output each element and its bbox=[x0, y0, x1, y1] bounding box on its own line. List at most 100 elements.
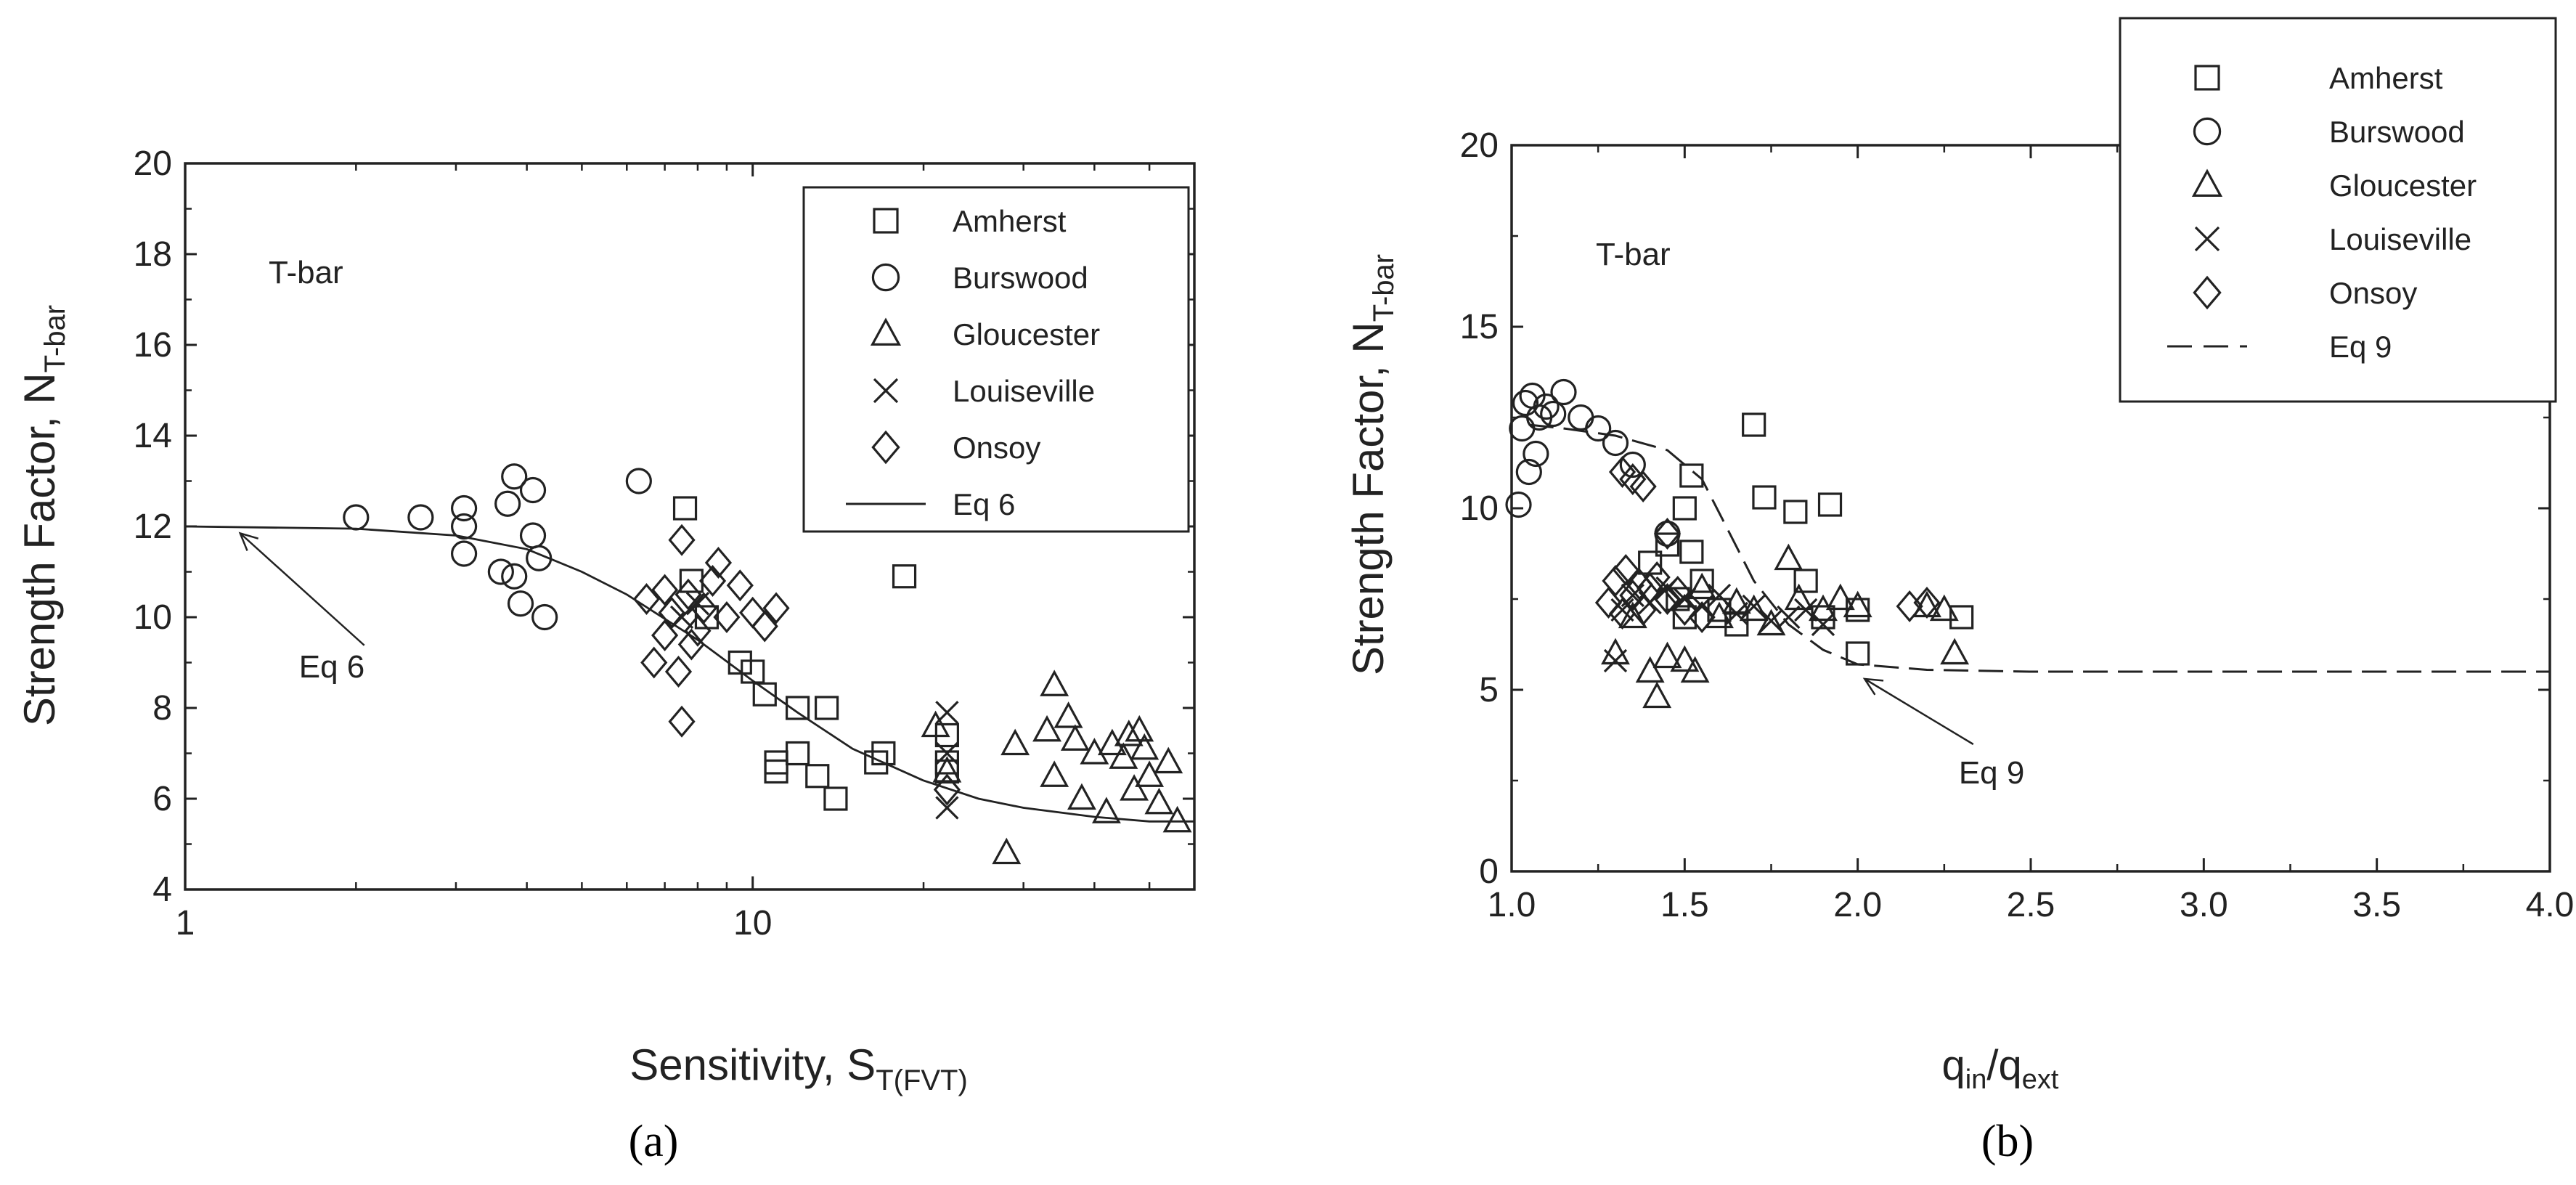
panel-b-xlabel-sub2: ext bbox=[2022, 1064, 2059, 1095]
data-point-gloucester bbox=[1784, 583, 1814, 611]
data-point-gloucester bbox=[1652, 641, 1682, 669]
data-point-gloucester bbox=[992, 837, 1022, 865]
data-point-burswood bbox=[1619, 451, 1646, 479]
legend-marker-onsoy bbox=[871, 430, 900, 465]
data-point-onsoy bbox=[762, 592, 790, 624]
data-point-louiseville bbox=[935, 796, 959, 820]
legend-label: Burswood bbox=[953, 261, 1088, 295]
legend-marker-burswood bbox=[871, 263, 900, 292]
data-point-louiseville bbox=[1777, 605, 1801, 630]
panel-b-xlabel-sub1: in bbox=[1965, 1064, 1987, 1095]
series-onsoy bbox=[1594, 456, 1941, 633]
data-point-louiseville bbox=[1794, 598, 1818, 622]
y-tick-label: 10 bbox=[134, 598, 172, 637]
series-gloucester bbox=[1601, 543, 1970, 709]
data-point-amherst bbox=[1742, 412, 1766, 437]
data-point-amherst bbox=[814, 696, 839, 720]
legend-marker-amherst bbox=[873, 208, 899, 234]
data-point-amherst bbox=[764, 759, 788, 784]
data-point-burswood bbox=[531, 603, 558, 631]
data-point-onsoy bbox=[658, 596, 685, 629]
data-point-gloucester bbox=[1642, 681, 1672, 709]
legend-marker-onsoy bbox=[2193, 275, 2222, 310]
eq-arrow-head bbox=[1862, 677, 1884, 696]
x-tick-label: 3.0 bbox=[2180, 886, 2228, 924]
data-point-gloucester bbox=[921, 710, 950, 738]
x-tick-label: 1.5 bbox=[1660, 886, 1709, 924]
data-point-louiseville bbox=[935, 741, 959, 765]
legend-label: Amherst bbox=[2329, 61, 2443, 95]
svg-text:Sensitivity, ST(FVT): Sensitivity, ST(FVT) bbox=[629, 1041, 968, 1096]
data-point-amherst bbox=[864, 750, 889, 775]
y-tick-label: 20 bbox=[134, 144, 172, 183]
data-point-amherst bbox=[1817, 492, 1843, 517]
data-point-louiseville bbox=[1603, 648, 1628, 673]
data-point-onsoy bbox=[690, 592, 717, 624]
data-point-gloucester bbox=[1154, 746, 1183, 774]
data-point-louiseville bbox=[1610, 598, 1634, 622]
data-point-onsoy bbox=[1671, 594, 1698, 626]
data-point-louiseville bbox=[935, 701, 959, 725]
legend-label: Onsoy bbox=[953, 431, 1040, 465]
legend-label: Eq 9 bbox=[2329, 330, 2392, 364]
data-point-onsoy bbox=[1643, 561, 1671, 593]
legend-marker-burswood bbox=[2193, 117, 2222, 146]
panel-a-eq-label: Eq 6 bbox=[299, 649, 365, 685]
data-point-gloucester bbox=[1109, 742, 1138, 769]
legend-label: Burswood bbox=[2329, 115, 2465, 149]
data-point-gloucester bbox=[1091, 797, 1121, 823]
data-point-gloucester bbox=[1060, 724, 1090, 751]
data-point-gloucester bbox=[932, 756, 962, 783]
data-point-gloucester bbox=[1053, 701, 1083, 728]
data-point-amherst bbox=[1793, 569, 1818, 593]
data-point-onsoy bbox=[704, 547, 733, 579]
panel-a-legend: Amherst Burswood Gloucester Louiseville Onso… bbox=[802, 186, 1190, 533]
panel-a-label: (a) bbox=[629, 1117, 679, 1166]
data-point-onsoy bbox=[664, 656, 693, 688]
legend-label: Gloucester bbox=[953, 317, 1100, 351]
eq-arrow-shaft bbox=[239, 532, 365, 646]
data-point-burswood bbox=[519, 476, 547, 504]
x-tick-label: 10 bbox=[733, 904, 772, 942]
svg-text:Strength Factor, NT-bar: Strength Factor, NT-bar bbox=[15, 305, 71, 726]
panel-b-annotation: T-bar bbox=[1596, 237, 1671, 272]
data-point-onsoy bbox=[684, 614, 712, 647]
data-point-onsoy bbox=[651, 574, 679, 606]
y-tick-label: 4 bbox=[152, 871, 172, 909]
data-point-amherst bbox=[892, 564, 917, 589]
y-tick-label: 0 bbox=[1479, 852, 1499, 891]
data-point-burswood bbox=[526, 545, 553, 571]
legend-label: Louiseville bbox=[953, 374, 1095, 408]
panel-b-xlabel-q1: q bbox=[1942, 1042, 1965, 1089]
data-point-gloucester bbox=[1670, 645, 1700, 672]
x-tick-label: 3.5 bbox=[2352, 886, 2401, 924]
panel-b-xlabel-slash: /q bbox=[1986, 1042, 2021, 1089]
panel-b-x-axis-label: qin/qext bbox=[1942, 1042, 2059, 1095]
data-point-onsoy bbox=[713, 601, 741, 633]
panel-a-annotation: T-bar bbox=[269, 255, 343, 290]
data-point-onsoy bbox=[674, 578, 702, 611]
panel-b-label: (b) bbox=[1981, 1117, 2034, 1166]
data-point-burswood bbox=[407, 504, 434, 531]
x-tick-label: 2.0 bbox=[1833, 886, 1882, 924]
data-point-gloucester bbox=[1635, 656, 1665, 683]
data-point-gloucester bbox=[1040, 669, 1069, 696]
data-point-burswood bbox=[1512, 389, 1539, 417]
data-point-onsoy bbox=[698, 565, 727, 597]
data-point-burswood bbox=[1602, 429, 1629, 457]
data-point-gloucester bbox=[1601, 638, 1630, 665]
y-tick-label: 18 bbox=[134, 235, 172, 274]
y-tick-label: 5 bbox=[1479, 671, 1499, 709]
legend-label: Onsoy bbox=[2329, 276, 2417, 310]
data-point-burswood bbox=[1585, 415, 1612, 442]
series-onsoy bbox=[632, 524, 961, 806]
x-tick-label: 4.0 bbox=[2526, 886, 2575, 924]
data-point-onsoy bbox=[1637, 572, 1664, 604]
panel-b-ylabel-sub: T-bar bbox=[1368, 254, 1400, 322]
data-point-burswood bbox=[494, 490, 521, 517]
panel-b-plot-area: 0 5 10 15 20 1.0 1.5 2.0 2.5 3.0 3.5 4.0 bbox=[1460, 126, 2575, 924]
data-point-amherst bbox=[1672, 496, 1697, 521]
panel-b-chart: 0 5 10 15 20 1.0 1.5 2.0 2.5 3.0 3.5 4.0 T-bar Eq 9… bbox=[1344, 17, 2575, 1166]
panel-b-ylabel-main: Strength Factor, N bbox=[1344, 322, 1393, 675]
